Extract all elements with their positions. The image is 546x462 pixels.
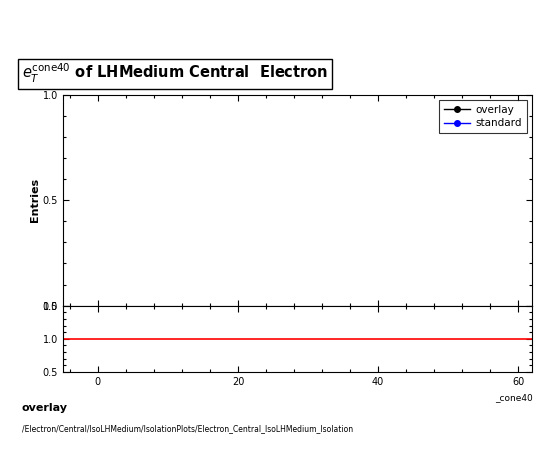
Y-axis label: Entries: Entries [30, 178, 40, 222]
Text: _cone40: _cone40 [495, 393, 532, 402]
Text: /Electron/Central/IsoLHMedium/IsolationPlots/Electron_Central_IsoLHMedium_Isolat: /Electron/Central/IsoLHMedium/IsolationP… [22, 425, 353, 433]
Text: $e_T^{\mathsf{cone40}}$ of LHMedium Central  Electron: $e_T^{\mathsf{cone40}}$ of LHMedium Cent… [22, 62, 328, 85]
Text: overlay: overlay [22, 403, 68, 413]
Legend: overlay, standard: overlay, standard [439, 100, 527, 134]
